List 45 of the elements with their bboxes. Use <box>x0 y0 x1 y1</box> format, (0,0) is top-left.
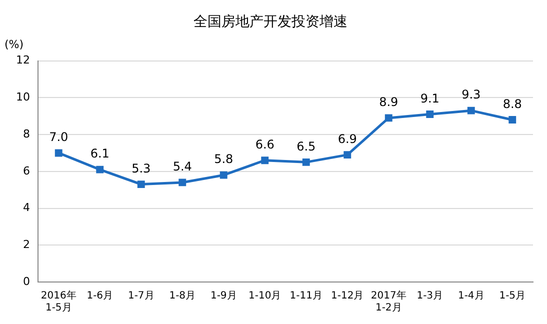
data-label: 9.1 <box>420 91 440 106</box>
y-tick-label: 8 <box>22 127 30 140</box>
data-label: 6.5 <box>296 139 316 154</box>
x-tick-label: 1-4月 <box>458 290 484 302</box>
y-axis-title: (%) <box>4 38 24 52</box>
x-tick-label: 1-7月 <box>128 290 154 302</box>
point <box>261 156 269 164</box>
y-tick-label: 10 <box>16 90 30 104</box>
x-tick-label: 1-6月 <box>86 290 114 302</box>
data-label: 8.8 <box>502 96 522 111</box>
data-label: 6.9 <box>338 132 357 146</box>
data-label: 5.8 <box>214 152 234 166</box>
x-tick-label: 2016年 1-5月 <box>40 290 76 314</box>
y-tick-label: 0 <box>22 274 30 288</box>
point <box>220 171 228 179</box>
point <box>508 116 516 124</box>
point <box>96 166 104 174</box>
data-label: 5.3 <box>132 161 151 176</box>
y-tick-label: 4 <box>22 201 30 214</box>
y-tick-label: 6 <box>22 164 30 178</box>
point <box>54 149 62 157</box>
x-tick-label: 1-3月 <box>416 290 444 302</box>
x-tick-label: 2017年 1-2月 <box>370 290 406 314</box>
point <box>344 151 352 159</box>
x-tick-label: 1-12月 <box>331 290 364 302</box>
y-tick-label: 12 <box>16 54 30 67</box>
x-tick-label: 1-10月 <box>248 290 282 302</box>
data-label: 7.0 <box>49 130 68 144</box>
point <box>384 114 392 122</box>
data-label: 9.3 <box>462 88 481 102</box>
point <box>467 106 475 114</box>
x-tick-label: 1-5月 <box>499 290 526 302</box>
x-tick-label: 1-9月 <box>210 290 237 302</box>
point <box>178 178 186 186</box>
x-tick-label: 1-11月 <box>290 290 322 302</box>
x-tick-label: 1-8月 <box>169 290 196 302</box>
data-label: 8.9 <box>379 95 398 110</box>
y-tick-label: 2 <box>22 238 30 251</box>
point <box>302 158 310 166</box>
data-label: 5.4 <box>172 160 192 174</box>
data-label: 6.1 <box>90 146 110 161</box>
point <box>137 180 145 188</box>
data-label: 6.6 <box>255 137 274 152</box>
chart-title: 全国房地产开发投资增速 <box>194 14 348 30</box>
point <box>426 110 434 118</box>
